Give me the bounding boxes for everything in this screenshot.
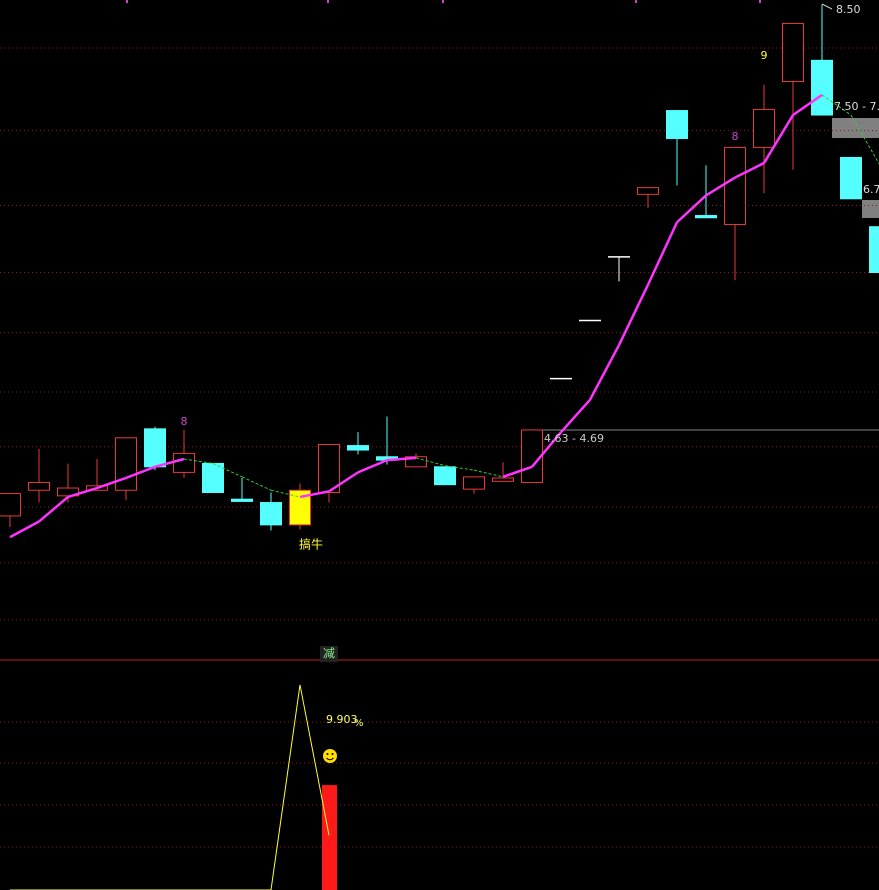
moving-average [676, 194, 707, 224]
moving-average [588, 344, 621, 401]
high-price-label: 8.50 [836, 3, 861, 16]
moving-average [241, 476, 272, 491]
candle-body [666, 110, 688, 139]
price-tag-box [832, 118, 879, 138]
candle-body [231, 498, 253, 502]
moving-average [9, 520, 40, 539]
count-mark: 8 [181, 415, 188, 428]
moving-average [154, 457, 185, 469]
moving-average [38, 496, 69, 523]
candle-body [753, 108, 775, 148]
moving-average [212, 462, 243, 478]
price-tag-box [862, 200, 879, 218]
indicator-title-bg [320, 646, 338, 662]
moving-average [328, 471, 359, 493]
candle-body [347, 445, 369, 451]
candle-body [289, 489, 311, 526]
moving-average [96, 476, 127, 490]
price-tag: 6.7 [863, 183, 879, 196]
candle-body [782, 22, 804, 83]
count-mark: 8 [732, 130, 739, 143]
candle-body [840, 156, 862, 200]
moving-average [299, 490, 330, 499]
moving-average [705, 176, 736, 197]
candle-body [173, 452, 195, 473]
moving-average [67, 486, 98, 499]
price-pointer [821, 3, 833, 10]
moving-average [502, 465, 533, 479]
moving-average [415, 457, 446, 467]
candle-body [144, 428, 166, 468]
candle-body [405, 456, 427, 468]
moving-average [617, 284, 650, 346]
candle-body [724, 146, 746, 225]
lower-grid [0, 721, 879, 848]
candle-body [637, 187, 659, 195]
candle-body [695, 215, 717, 219]
indicator-title: 减 [323, 647, 335, 661]
moving-average [646, 221, 679, 286]
moving-average [560, 398, 591, 434]
indicator-bar [322, 785, 337, 890]
candle-body [115, 437, 137, 491]
indicator-line [10, 684, 330, 890]
candle-body [202, 462, 224, 493]
moving-average [734, 161, 765, 179]
moving-average [821, 94, 852, 116]
moving-average [386, 456, 417, 462]
range-label: 4.63 - 4.69 [544, 432, 604, 445]
count-mark: 9 [761, 49, 768, 62]
candle-body [28, 481, 50, 491]
signal-label: 搞牛 [299, 537, 323, 552]
candle-body [869, 226, 879, 273]
moving-average [125, 465, 156, 480]
smiley-icon [323, 749, 337, 763]
candle-body [260, 502, 282, 526]
moving-average [792, 93, 823, 117]
candle-body [463, 476, 485, 490]
price-tag: 7.50 - 7. [834, 100, 879, 113]
candle-body [434, 466, 456, 486]
candle-body [811, 59, 833, 116]
moving-average [762, 114, 795, 164]
candle-body [492, 477, 514, 482]
top-markers [126, 0, 761, 3]
moving-average [531, 431, 562, 468]
candle-body [0, 493, 21, 517]
indicator-unit: % [354, 718, 364, 729]
moving-average [357, 458, 388, 474]
indicator-value: 9.903 [326, 713, 358, 726]
